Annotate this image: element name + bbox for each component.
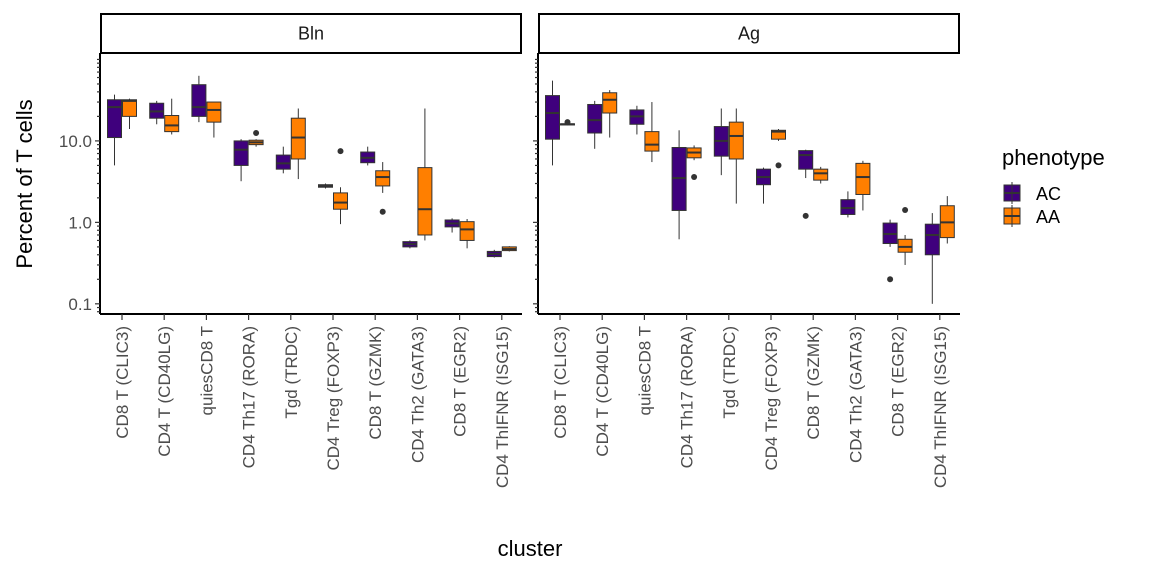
box-ac — [275, 154, 291, 170]
facet-strip — [538, 13, 960, 54]
outlier-point — [564, 119, 571, 126]
y-tick-label: 0.1 — [68, 295, 92, 314]
box-aa — [728, 121, 744, 160]
box-aa — [459, 221, 475, 241]
box-aa — [417, 167, 433, 236]
outlier-point — [253, 130, 260, 137]
box-aa — [897, 238, 913, 253]
x-tick-label: CD4 Th2 (GATA3) — [846, 326, 865, 463]
x-tick-label: CD8 T (CLIC3) — [551, 326, 570, 439]
outlier-point — [775, 162, 782, 169]
y-axis-title: Percent of T cells — [12, 99, 37, 268]
x-tick-label: CD8 T (EGR2) — [451, 326, 470, 437]
legend-label: AC — [1036, 184, 1061, 204]
box-ac — [587, 103, 603, 134]
x-tick-label: CD4 Th17 (RORA) — [240, 326, 259, 468]
x-tick-label: CD8 T (CLIC3) — [113, 326, 132, 439]
box-aa — [164, 115, 180, 133]
box-ac — [798, 150, 814, 170]
outlier-point — [902, 206, 909, 213]
x-tick-label: Tgd (TRDC) — [282, 326, 301, 419]
x-tick-label: CD4 Th2 (GATA3) — [408, 326, 427, 463]
box-aa — [813, 168, 829, 181]
outlier-point — [337, 148, 344, 155]
x-tick-label: CD8 T (GZMK) — [804, 326, 823, 440]
legend-label: AA — [1036, 207, 1060, 227]
x-tick-label: Tgd (TRDC) — [720, 326, 739, 419]
outlier-point — [887, 276, 894, 283]
x-tick-label: CD4 ThIFNR (ISG15) — [931, 326, 950, 488]
x-tick-label: quiesCD8 T — [635, 326, 654, 415]
box-aa — [771, 129, 786, 140]
box-aa — [206, 101, 222, 123]
facet-strip — [100, 13, 522, 54]
x-tick-label: CD8 T (GZMK) — [366, 326, 385, 440]
box-ac — [924, 223, 940, 256]
facet-label: Bln — [298, 24, 324, 44]
box-aa — [602, 92, 618, 114]
x-tick-label: CD4 Treg (FOXP3) — [762, 326, 781, 471]
outlier-point — [691, 174, 698, 181]
x-tick-label: CD4 ThIFNR (ISG15) — [493, 326, 512, 488]
outlier-point — [379, 208, 386, 215]
box-aa — [122, 99, 137, 117]
box-ac — [233, 140, 249, 166]
x-tick-label: CD8 T (EGR2) — [889, 326, 908, 437]
legend-title: phenotype — [1002, 145, 1105, 170]
x-tick-label: CD4 Th17 (RORA) — [678, 326, 697, 468]
x-axis-title: cluster — [498, 536, 563, 561]
box-aa — [290, 117, 306, 160]
facet-label: Ag — [738, 24, 760, 44]
box-aa — [375, 170, 391, 187]
box-aa — [333, 192, 348, 210]
x-tick-label: CD4 T (CD40LG) — [155, 326, 174, 457]
box-ac — [191, 84, 207, 117]
y-tick-label: 10.0 — [59, 132, 92, 151]
box-ac — [545, 95, 560, 140]
x-tick-label: CD4 Treg (FOXP3) — [324, 326, 343, 471]
y-tick-label: 1.0 — [68, 213, 92, 232]
x-tick-label: CD4 T (CD40LG) — [593, 326, 612, 457]
box-ac — [107, 99, 122, 139]
x-tick-label: quiesCD8 T — [197, 326, 216, 415]
box-aa — [855, 162, 871, 195]
box-aa — [644, 131, 660, 152]
outlier-point — [802, 212, 809, 219]
